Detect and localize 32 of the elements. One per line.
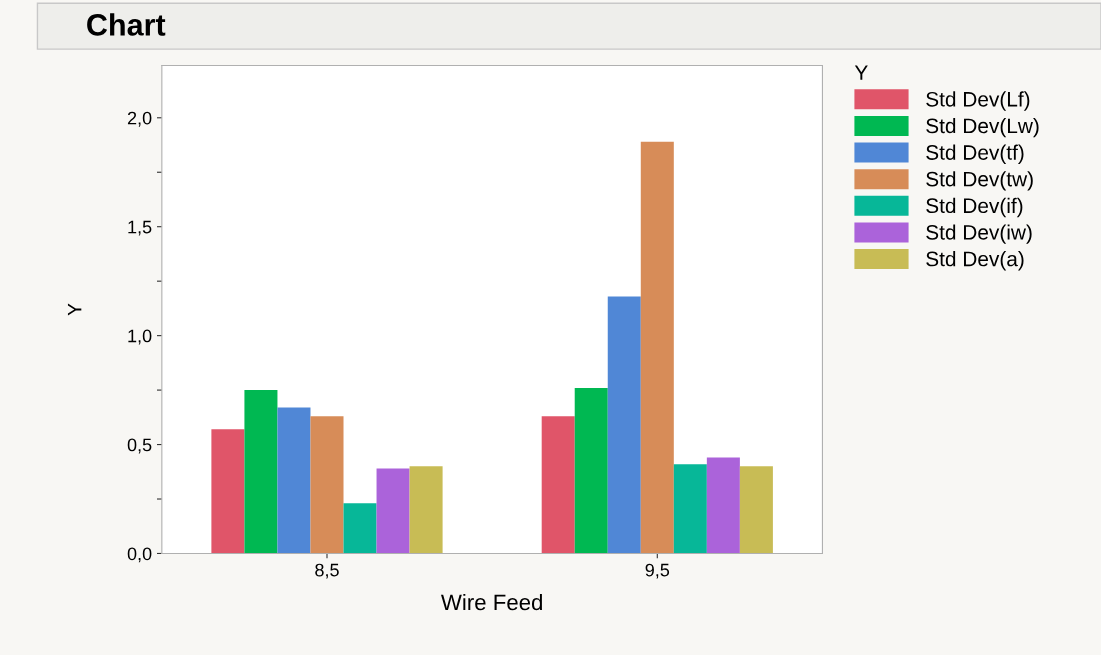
bar xyxy=(640,141,674,554)
legend-label: Std Dev(Lf) xyxy=(926,91,1030,111)
legend-label: Std Dev(a) xyxy=(926,251,1024,271)
bar xyxy=(376,468,410,554)
legend-label: Std Dev(tf) xyxy=(926,144,1024,164)
x-axis-title: Wire Feed xyxy=(441,593,542,611)
x-tick-label: 8,5 xyxy=(315,563,339,579)
chart-title: Chart xyxy=(87,13,166,36)
bar xyxy=(310,416,344,554)
legend-label: Std Dev(iw) xyxy=(926,224,1032,244)
y-tick-label: 2,0 xyxy=(127,111,152,127)
bar xyxy=(739,466,773,554)
legend-title: Y xyxy=(854,65,868,80)
x-tick-label: 9,5 xyxy=(645,563,670,579)
y-axis-title: Y xyxy=(67,303,82,316)
legend-label: Std Dev(if) xyxy=(926,197,1023,218)
bar xyxy=(673,464,707,554)
legend-label: Std Dev(tw) xyxy=(926,171,1033,191)
y-tick-label: 0,0 xyxy=(127,547,152,563)
y-tick-label: 1,5 xyxy=(128,220,152,236)
bar xyxy=(277,407,311,554)
bar xyxy=(607,296,641,554)
legend-label: Std Dev(Lw) xyxy=(926,117,1039,138)
bar xyxy=(211,429,245,554)
y-tick-label: 1,0 xyxy=(128,329,152,345)
bar xyxy=(343,503,377,554)
bar xyxy=(574,387,608,554)
y-tick-label: 0,5 xyxy=(127,438,152,454)
bar xyxy=(244,390,278,554)
bar xyxy=(706,457,740,554)
bar xyxy=(409,466,443,554)
bar xyxy=(541,416,575,554)
